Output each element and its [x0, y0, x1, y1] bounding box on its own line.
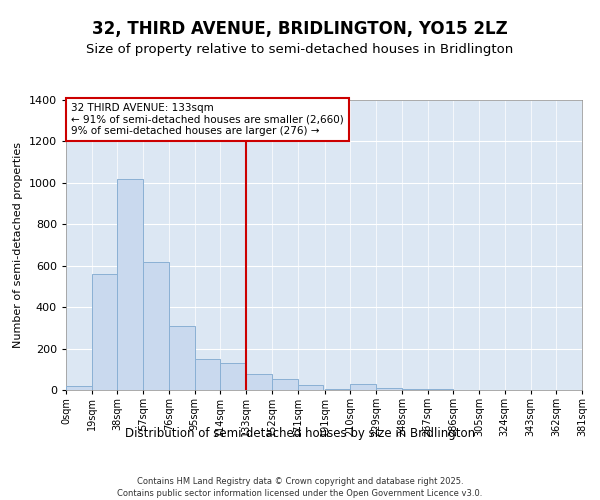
Bar: [118, 178, 143, 390]
Bar: [66, 386, 92, 390]
Bar: [92, 274, 118, 390]
Text: Contains public sector information licensed under the Open Government Licence v3: Contains public sector information licen…: [118, 489, 482, 498]
Text: Size of property relative to semi-detached houses in Bridlington: Size of property relative to semi-detach…: [86, 42, 514, 56]
Text: 32 THIRD AVENUE: 133sqm
← 91% of semi-detached houses are smaller (2,660)
9% of : 32 THIRD AVENUE: 133sqm ← 91% of semi-de…: [71, 103, 344, 136]
Bar: [298, 385, 323, 390]
Text: Contains HM Land Registry data © Crown copyright and database right 2025.: Contains HM Land Registry data © Crown c…: [137, 478, 463, 486]
Bar: [350, 384, 376, 390]
Bar: [246, 374, 272, 390]
Y-axis label: Number of semi-detached properties: Number of semi-detached properties: [13, 142, 23, 348]
Bar: [194, 359, 220, 390]
Bar: [169, 326, 194, 390]
Bar: [376, 388, 402, 390]
Bar: [272, 378, 298, 390]
Text: Distribution of semi-detached houses by size in Bridlington: Distribution of semi-detached houses by …: [125, 428, 475, 440]
Text: 32, THIRD AVENUE, BRIDLINGTON, YO15 2LZ: 32, THIRD AVENUE, BRIDLINGTON, YO15 2LZ: [92, 20, 508, 38]
Bar: [220, 363, 246, 390]
Bar: [143, 262, 169, 390]
Bar: [325, 389, 350, 390]
Bar: [428, 389, 454, 390]
Bar: [402, 389, 428, 390]
